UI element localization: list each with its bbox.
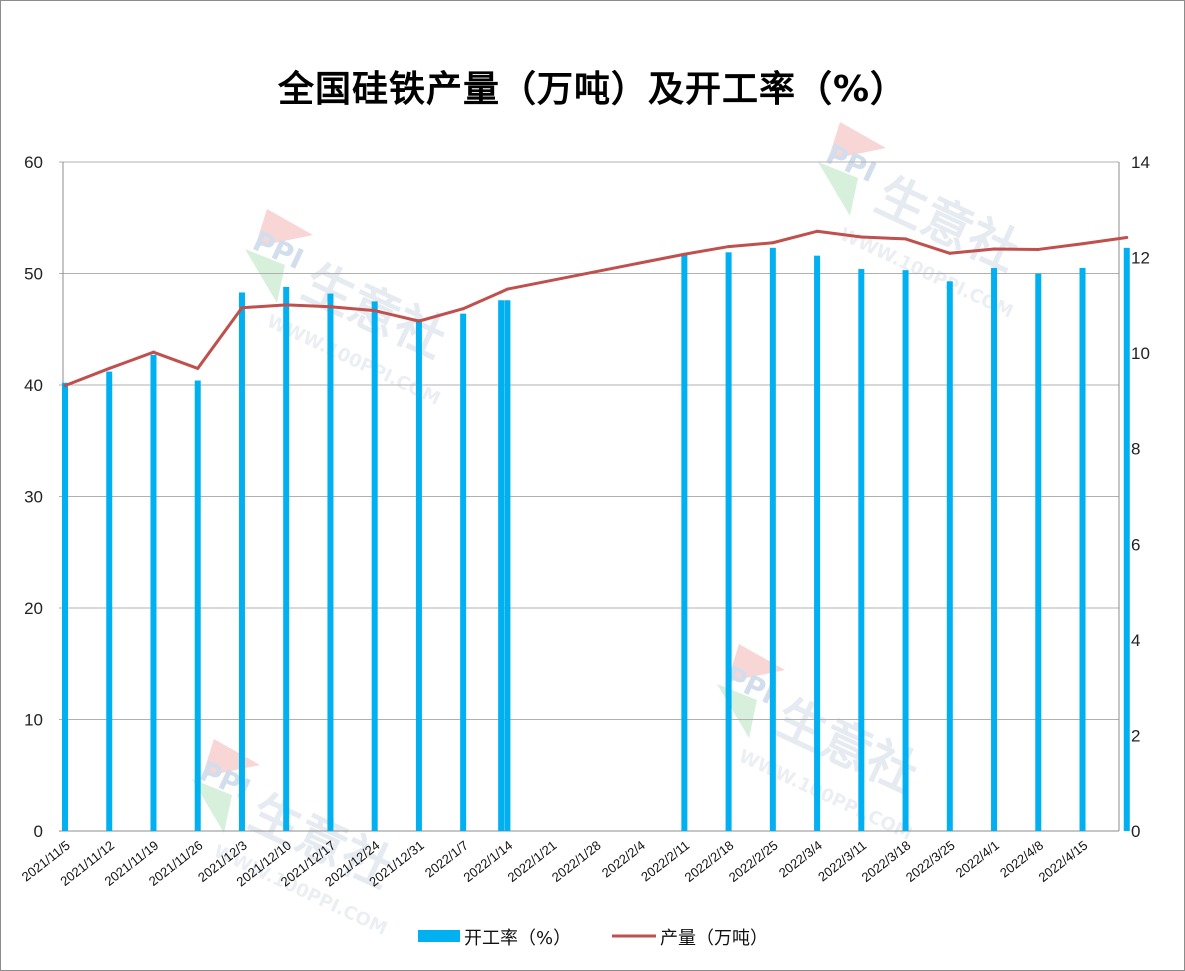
line-point <box>196 366 200 370</box>
bar <box>814 255 821 831</box>
bar <box>1035 273 1042 831</box>
right-axis-tick: 10 <box>1131 344 1150 363</box>
chart-title: 全国硅铁产量（万吨）及开工率（%） <box>277 69 908 110</box>
gridlines <box>59 161 1120 832</box>
right-axis-tick: 0 <box>1131 822 1140 841</box>
x-axis-tick: 2022/1/28 <box>549 838 604 885</box>
line-point <box>107 366 111 370</box>
bar <box>504 300 511 831</box>
right-axis-ticks: 0 2 4 6 8 10 12 14 <box>1131 153 1150 841</box>
legend-line-label: 产量（万吨） <box>660 928 768 949</box>
line-point <box>505 287 509 291</box>
line-point <box>151 350 155 354</box>
line-point <box>771 241 775 245</box>
x-axis-tick: 2022/3/18 <box>859 838 914 885</box>
bar <box>150 354 157 831</box>
line-point <box>904 237 908 241</box>
x-axis-tick: 2022/1/21 <box>505 838 560 885</box>
left-axis-tick: 60 <box>24 153 43 172</box>
left-axis-tick: 0 <box>34 822 43 841</box>
line-point <box>682 252 686 256</box>
x-axis-tick: 2022/2/18 <box>682 838 737 885</box>
line-point <box>992 247 996 251</box>
left-axis-tick: 40 <box>24 376 43 395</box>
line-point <box>373 309 377 313</box>
right-axis-tick: 14 <box>1131 153 1150 172</box>
x-axis-tick: 2022/3/25 <box>903 838 958 885</box>
bar <box>371 301 378 831</box>
left-axis-tick: 30 <box>24 488 43 507</box>
bar <box>62 382 68 831</box>
legend-bar-label: 开工率（%） <box>464 928 571 949</box>
watermark-layer: PPI生意社WWW.100PPI.COMPPI生意社WWW.100PPI.COM… <box>192 122 1028 940</box>
bar <box>902 270 909 831</box>
line-point <box>1036 247 1040 251</box>
line-point <box>948 251 952 255</box>
x-axis-tick: 2022/2/25 <box>726 838 781 885</box>
bar <box>238 292 245 832</box>
bar <box>283 286 290 831</box>
line-point <box>815 229 819 233</box>
right-axis-tick: 8 <box>1131 440 1140 459</box>
line-point <box>284 303 288 307</box>
bar <box>858 269 865 831</box>
line-point <box>240 306 244 310</box>
left-axis-tick: 20 <box>24 599 43 618</box>
line-point <box>63 384 67 388</box>
left-axis-ticks: 0 10 20 30 40 50 60 <box>24 153 43 841</box>
line-point <box>417 319 421 323</box>
bar <box>1123 247 1130 832</box>
left-axis-tick: 50 <box>24 265 43 284</box>
line-point <box>328 305 332 309</box>
line-point <box>859 235 863 239</box>
right-axis-tick: 4 <box>1131 631 1140 650</box>
line-point <box>727 245 731 249</box>
left-axis-tick: 10 <box>24 711 43 730</box>
line-point <box>499 290 503 294</box>
x-axis-ticks: 2021/11/52021/11/122021/11/192021/11/262… <box>19 838 1091 890</box>
line-point <box>461 307 465 311</box>
line-point <box>1125 236 1129 240</box>
legend: 开工率（%） 产量（万吨） <box>418 928 768 949</box>
line-series <box>63 229 1129 388</box>
bar <box>769 247 776 832</box>
bar <box>498 300 505 831</box>
legend-bar-swatch <box>418 930 460 942</box>
bar <box>681 253 688 831</box>
line-point <box>1081 242 1085 246</box>
right-axis-tick: 2 <box>1131 726 1140 745</box>
bar <box>415 319 422 831</box>
bar <box>194 380 201 831</box>
bar-series <box>62 247 1130 832</box>
bar <box>991 267 998 831</box>
bar <box>460 313 467 831</box>
x-axis-tick: 2022/1/14 <box>460 838 515 885</box>
right-axis-tick: 6 <box>1131 535 1140 554</box>
bar <box>1079 267 1086 831</box>
bar <box>106 371 113 831</box>
bar <box>725 252 732 831</box>
bar <box>327 293 334 831</box>
x-axis-tick: 2022/4/15 <box>1036 838 1091 885</box>
x-axis-tick: 2022/4/1 <box>953 838 1002 881</box>
right-axis-tick: 12 <box>1131 249 1150 268</box>
bar <box>946 281 953 831</box>
